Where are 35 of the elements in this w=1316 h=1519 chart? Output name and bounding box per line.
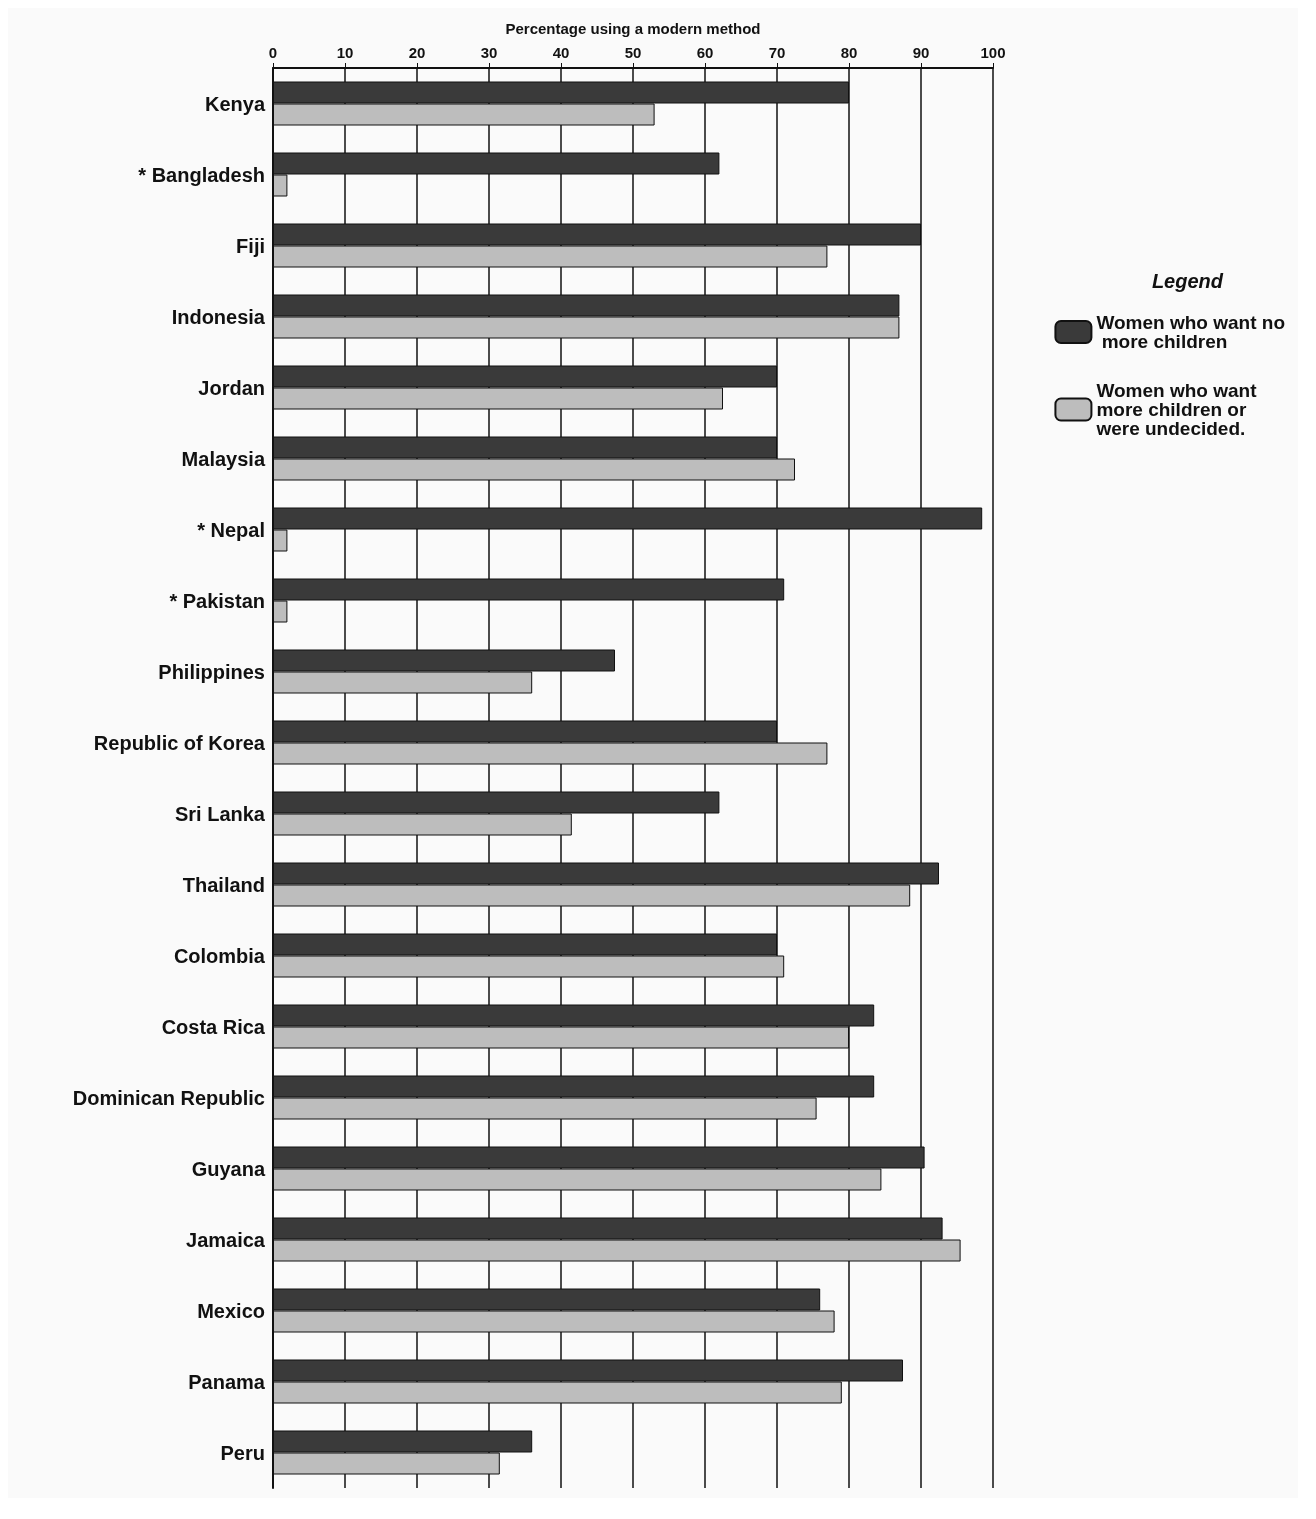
x-tick-label: 100 — [980, 44, 1006, 61]
x-tick-label: 70 — [768, 44, 786, 61]
x-tick-label: 90 — [912, 44, 930, 61]
y-tick-label: Costa Rica — [161, 1015, 266, 1038]
y-tick-label: Jamaica — [186, 1228, 266, 1251]
y-tick-label: Jordan — [198, 376, 265, 399]
legend-label: Women who want more children or were undecided. — [1095, 380, 1262, 439]
x-tick-label: 10 — [336, 44, 354, 61]
y-tick-label: Colombia — [173, 944, 266, 967]
y-tick-label: Peru — [220, 1441, 265, 1464]
y-tick-label: * Bangladesh — [138, 163, 265, 186]
legend-label: Women who want no more children — [1096, 312, 1286, 352]
x-tick-label: 60 — [696, 44, 714, 61]
legend-title: Legend — [1151, 270, 1224, 292]
y-tick-label: * Nepal — [197, 518, 265, 541]
x-tick-label: 0 — [268, 44, 278, 61]
x-tick-label: 30 — [480, 44, 498, 61]
y-tick-label: Malaysia — [181, 447, 266, 470]
y-tick-label: Panama — [188, 1370, 266, 1393]
y-tick-label: Dominican Republic — [72, 1086, 265, 1109]
y-tick-label: Republic of Korea — [93, 731, 266, 754]
x-tick-label: 20 — [408, 44, 426, 61]
y-tick-label: Indonesia — [171, 305, 266, 328]
x-tick-label: 80 — [840, 44, 858, 61]
x-tick-label: 40 — [552, 44, 570, 61]
x-tick-label: 50 — [624, 44, 642, 61]
x-axis-title: Percentage using a modern method — [505, 20, 761, 37]
y-tick-label: Mexico — [197, 1299, 265, 1322]
y-tick-label: Kenya — [204, 92, 266, 115]
y-tick-label: Sri Lanka — [174, 802, 266, 825]
y-tick-label: Thailand — [182, 873, 265, 896]
y-tick-label: Fiji — [236, 234, 265, 257]
y-tick-label: Philippines — [158, 660, 265, 683]
y-tick-label: * Pakistan — [169, 589, 265, 612]
y-tick-label: Guyana — [191, 1157, 266, 1180]
